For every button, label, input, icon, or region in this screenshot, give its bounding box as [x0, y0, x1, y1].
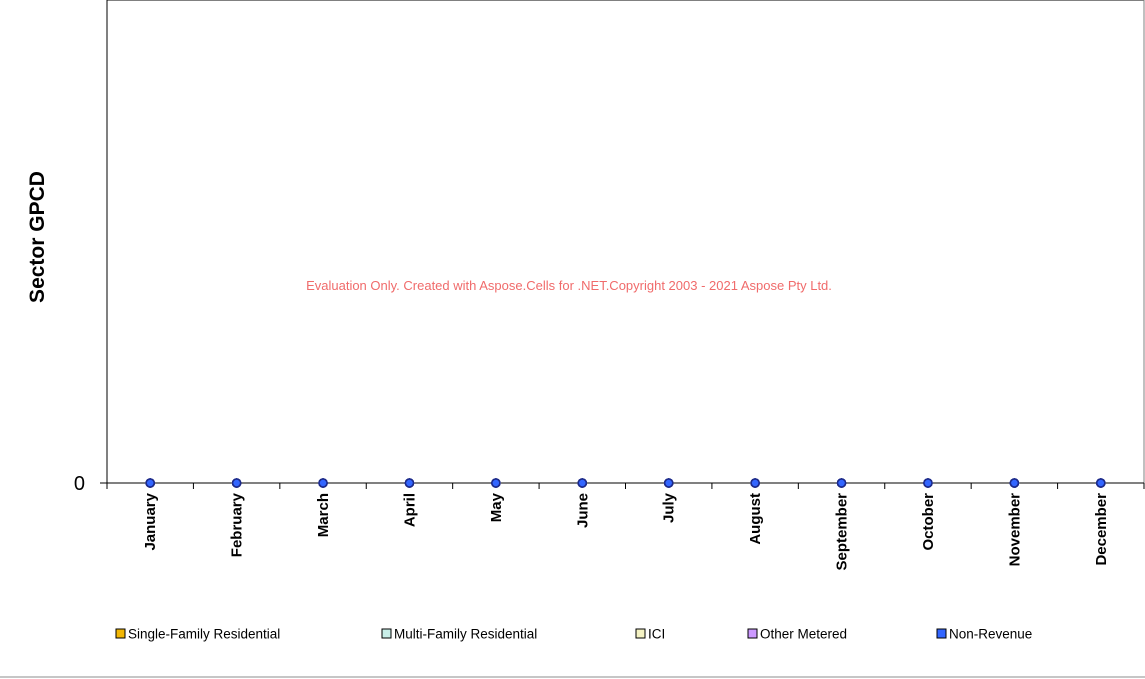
plot-frame	[106, 0, 1145, 484]
data-point	[663, 478, 674, 488]
data-point	[750, 478, 760, 488]
x-tick-label: June	[574, 493, 591, 528]
legend-swatch	[115, 628, 126, 639]
data-point	[145, 478, 155, 488]
x-tick-label: November	[1006, 493, 1023, 567]
data-point	[577, 478, 588, 488]
data-point	[404, 478, 415, 488]
x-tick-label: October	[920, 493, 937, 551]
data-point	[923, 478, 933, 488]
legend-swatch	[635, 628, 646, 639]
legend-swatch	[381, 628, 392, 639]
x-axis: January February March April May June July Augu…	[106, 482, 1145, 571]
legend-label: Multi-Family Residential	[394, 627, 537, 642]
x-tick-label: January	[142, 492, 159, 550]
y-axis: 0	[74, 0, 108, 495]
x-tick-label: February	[229, 492, 246, 557]
legend-label: Other Metered	[760, 627, 847, 642]
data-point	[231, 478, 242, 488]
data-point	[1096, 478, 1106, 488]
x-tick-label: August	[747, 493, 764, 545]
data-point	[491, 478, 501, 488]
data-point	[836, 478, 847, 488]
x-tick-label: May	[488, 492, 505, 522]
series-non-revenue	[145, 478, 1106, 488]
x-tick-label: April	[401, 493, 418, 527]
legend-label: Single-Family Residential	[128, 627, 280, 642]
x-tick-label: December	[1093, 493, 1110, 566]
x-tick-label: September	[834, 493, 851, 571]
y-tick-label: 0	[74, 473, 85, 495]
data-markers	[145, 478, 1106, 488]
y-axis-title: Sector GPCD	[26, 171, 49, 303]
watermark-text: Evaluation Only. Created with Aspose.Cel…	[306, 278, 832, 293]
legend: Single-Family Residential Multi-Family Re…	[115, 627, 1032, 642]
data-point	[1009, 478, 1020, 488]
legend-swatch	[747, 628, 758, 639]
plot-area	[106, 0, 1145, 484]
x-tick-label: March	[315, 493, 332, 537]
legend-label: Non-Revenue	[949, 627, 1032, 642]
x-tick-label: July	[661, 492, 678, 523]
data-point	[318, 478, 328, 488]
legend-swatch	[936, 628, 947, 639]
legend-label: ICI	[648, 627, 665, 642]
